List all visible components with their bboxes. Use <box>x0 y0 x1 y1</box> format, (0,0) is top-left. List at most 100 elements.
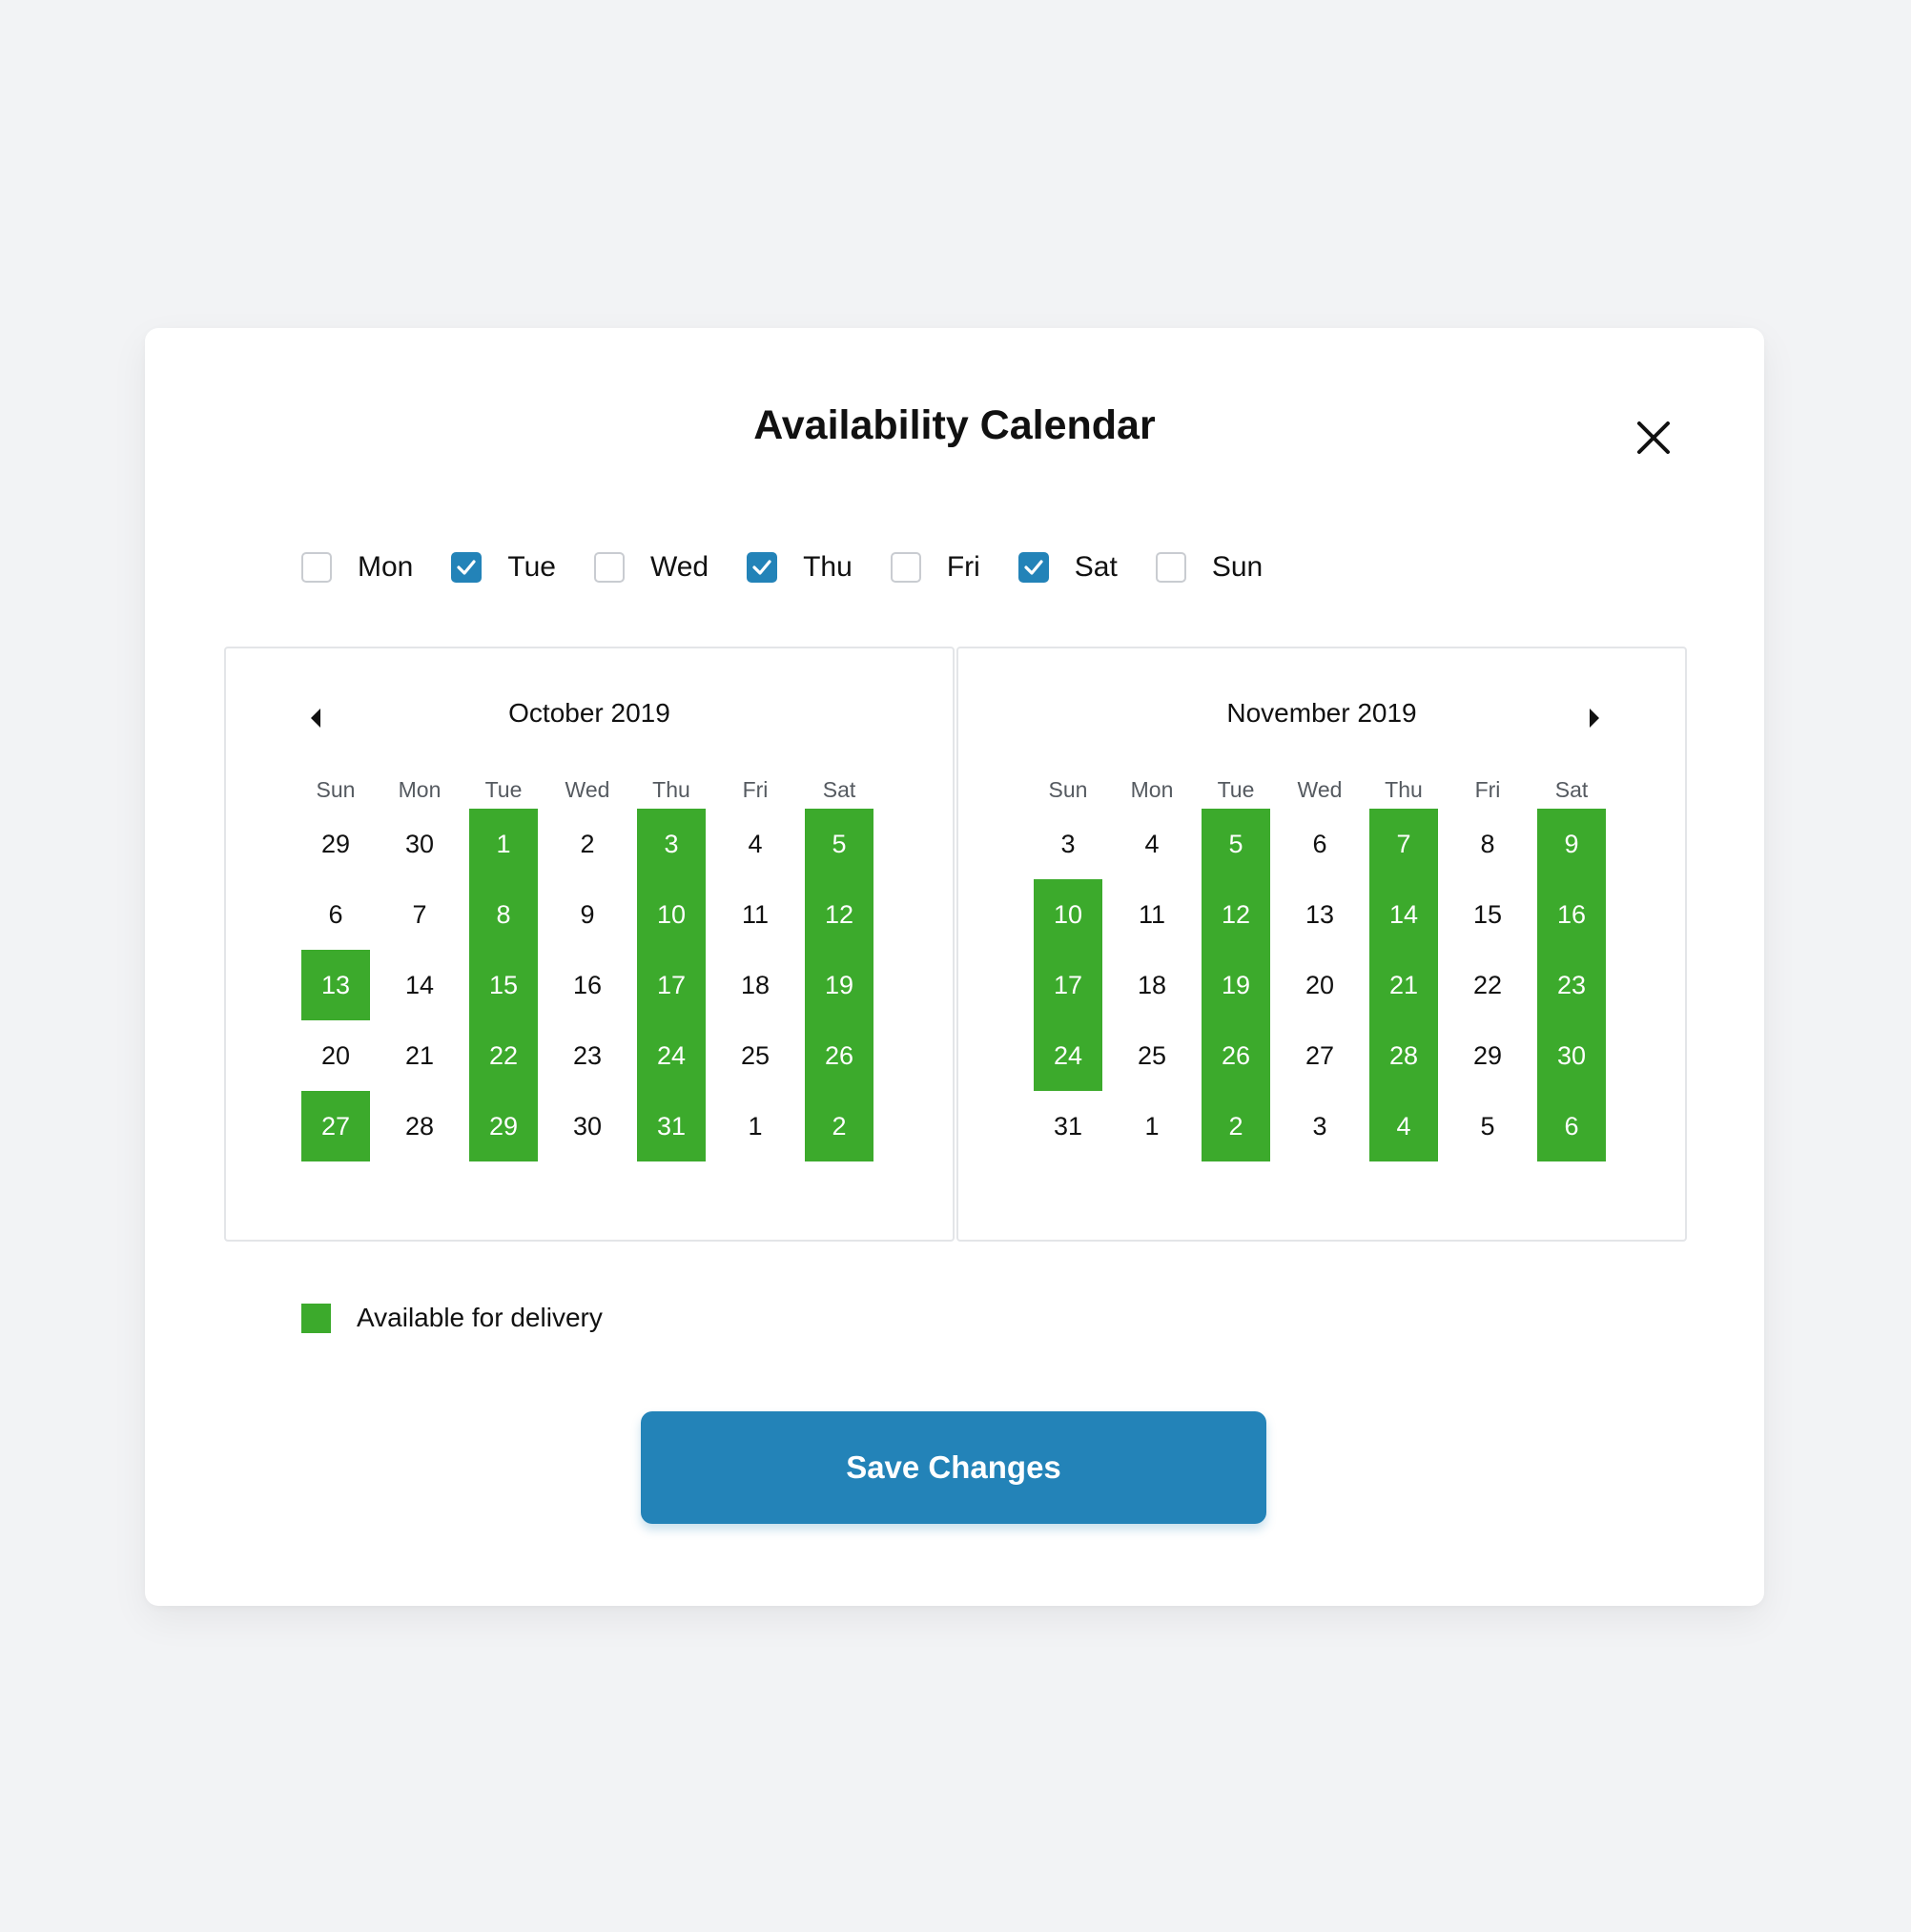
day-cell-available[interactable]: 7 <box>1369 809 1438 879</box>
day-cell-available[interactable]: 14 <box>1369 879 1438 950</box>
day-cell[interactable]: 11 <box>1138 899 1166 929</box>
weekday-checkbox-tue[interactable]: Tue <box>451 551 556 584</box>
day-cell[interactable]: 30 <box>404 829 435 858</box>
checkbox[interactable] <box>451 552 483 583</box>
day-cell[interactable]: 22 <box>1472 970 1503 999</box>
day-cell[interactable]: 18 <box>740 970 771 999</box>
month-title: October 2019 <box>508 698 670 728</box>
day-cell[interactable]: 27 <box>1305 1040 1335 1070</box>
day-cell[interactable]: 1 <box>748 1111 763 1141</box>
day-cell-available[interactable]: 2 <box>1202 1091 1270 1161</box>
checkmark-icon <box>752 560 771 575</box>
day-cell[interactable]: 4 <box>748 829 763 858</box>
day-cell[interactable]: 25 <box>740 1040 771 1070</box>
day-cell-available[interactable]: 4 <box>1369 1091 1438 1161</box>
day-cell[interactable]: 20 <box>320 1040 351 1070</box>
checkbox[interactable] <box>1017 552 1049 583</box>
day-cell-available[interactable]: 29 <box>469 1091 538 1161</box>
weekday-checkbox-wed[interactable]: Wed <box>593 551 709 584</box>
weekday-checkbox-sun[interactable]: Sun <box>1155 551 1264 584</box>
day-cell-available[interactable]: 12 <box>805 879 873 950</box>
day-cell[interactable]: 6 <box>328 899 343 929</box>
day-cell-available[interactable]: 13 <box>301 950 370 1020</box>
day-cell[interactable]: 31 <box>1053 1111 1083 1141</box>
weekday-label: Sun <box>1211 551 1264 583</box>
calendar-november: November 2019 Sun Mon Tue Wed Thu Fri Sat 3 4 5 6… <box>956 647 1687 1242</box>
weekday-checkbox-fri[interactable]: Fri <box>890 551 980 584</box>
day-cell[interactable]: 2 <box>580 829 595 858</box>
next-month-button[interactable] <box>1579 704 1608 732</box>
day-cell-available[interactable]: 19 <box>1202 950 1270 1020</box>
day-cell[interactable]: 28 <box>404 1111 435 1141</box>
day-cell-available[interactable]: 2 <box>805 1091 873 1161</box>
day-cell[interactable]: 15 <box>1472 899 1503 929</box>
day-cell-available[interactable]: 24 <box>637 1020 706 1091</box>
day-cell[interactable]: 21 <box>404 1040 435 1070</box>
day-cell[interactable]: 3 <box>1312 1111 1327 1141</box>
day-cell[interactable]: 20 <box>1305 970 1335 999</box>
day-cell-available[interactable]: 5 <box>1202 809 1270 879</box>
weekday-checkbox-sat[interactable]: Sat <box>1017 551 1118 584</box>
weekday-label: Thu <box>803 551 853 583</box>
day-cell[interactable]: 16 <box>572 970 603 999</box>
day-cell-available[interactable]: 10 <box>1034 879 1102 950</box>
day-cell-available[interactable]: 12 <box>1202 879 1270 950</box>
day-cell-available[interactable]: 30 <box>1537 1020 1606 1091</box>
checkbox[interactable] <box>747 552 778 583</box>
day-cell-available[interactable]: 6 <box>1537 1091 1606 1161</box>
day-cell[interactable]: 29 <box>1472 1040 1503 1070</box>
day-cell-available[interactable]: 10 <box>637 879 706 950</box>
day-cell[interactable]: 11 <box>741 899 770 929</box>
day-cell-available[interactable]: 3 <box>637 809 706 879</box>
day-cell[interactable]: 14 <box>404 970 435 999</box>
day-cell-available[interactable]: 15 <box>469 950 538 1020</box>
day-cell-available[interactable]: 16 <box>1537 879 1606 950</box>
day-cell[interactable]: 23 <box>572 1040 603 1070</box>
checkbox[interactable] <box>301 552 332 583</box>
day-of-week-label: Wed <box>565 777 610 802</box>
day-cell-available[interactable]: 5 <box>805 809 873 879</box>
prev-month-button[interactable] <box>302 704 331 732</box>
day-cell-available[interactable]: 19 <box>805 950 873 1020</box>
day-cell[interactable]: 7 <box>412 899 427 929</box>
day-cell[interactable]: 25 <box>1137 1040 1167 1070</box>
weekday-label: Sat <box>1074 551 1118 583</box>
day-cell[interactable]: 18 <box>1137 970 1167 999</box>
day-cell-available[interactable]: 21 <box>1369 950 1438 1020</box>
day-cell-available[interactable]: 26 <box>805 1020 873 1091</box>
day-cell[interactable]: 3 <box>1060 829 1076 858</box>
chevron-left-icon <box>311 709 320 728</box>
day-cell[interactable]: 9 <box>580 899 595 929</box>
day-cell-available[interactable]: 1 <box>469 809 538 879</box>
day-cell[interactable]: 13 <box>1305 899 1335 929</box>
day-cell-available[interactable]: 27 <box>301 1091 370 1161</box>
save-changes-button[interactable]: Save Changes <box>641 1411 1266 1524</box>
day-cell[interactable]: 6 <box>1312 829 1327 858</box>
day-cell-available[interactable]: 17 <box>1034 950 1102 1020</box>
day-cell-available[interactable]: 28 <box>1369 1020 1438 1091</box>
day-cell-available[interactable]: 9 <box>1537 809 1606 879</box>
day-cell[interactable]: 30 <box>572 1111 603 1141</box>
weekday-checkbox-mon[interactable]: Mon <box>301 551 413 584</box>
day-cell-available[interactable]: 17 <box>637 950 706 1020</box>
day-cell-available[interactable]: 24 <box>1034 1020 1102 1091</box>
day-cell[interactable]: 8 <box>1480 829 1495 858</box>
day-cell-available[interactable]: 23 <box>1537 950 1606 1020</box>
day-cell[interactable]: 29 <box>320 829 351 858</box>
day-cell-available[interactable]: 31 <box>637 1091 706 1161</box>
day-of-week-label: Sat <box>1554 777 1589 802</box>
day-cell[interactable]: 5 <box>1480 1111 1495 1141</box>
close-button[interactable] <box>1628 412 1679 463</box>
day-cell-available[interactable]: 22 <box>469 1020 538 1091</box>
legend-label: Available for delivery <box>357 1303 603 1332</box>
day-cell-available[interactable]: 26 <box>1202 1020 1270 1091</box>
weekday-checkbox-thu[interactable]: Thu <box>747 551 853 584</box>
day-cell[interactable]: 4 <box>1144 829 1160 858</box>
checkbox[interactable] <box>593 552 625 583</box>
day-cell[interactable]: 1 <box>1144 1111 1160 1141</box>
availability-modal: Availability Calendar Mon Tue Wed <box>145 328 1764 1606</box>
checkbox[interactable] <box>890 552 921 583</box>
day-cell-available[interactable]: 8 <box>469 879 538 950</box>
checkbox[interactable] <box>1155 552 1186 583</box>
day-of-week-row: Sun Mon Tue Wed Thu Fri Sat <box>1034 771 1589 809</box>
